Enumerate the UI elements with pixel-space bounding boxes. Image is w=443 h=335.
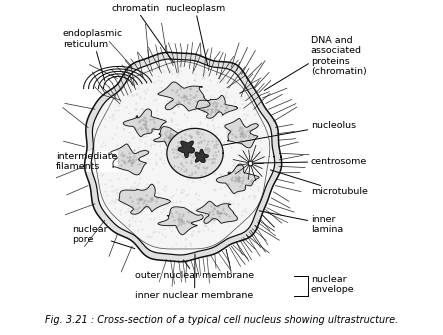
Text: intermediate
filaments: intermediate filaments	[56, 149, 117, 171]
Polygon shape	[158, 82, 210, 111]
Text: microtubule: microtubule	[270, 170, 368, 196]
Polygon shape	[91, 59, 275, 255]
Text: DNA and
associated
proteins
(chromatin): DNA and associated proteins (chromatin)	[311, 36, 367, 76]
Polygon shape	[167, 128, 223, 178]
Text: nuclear
pore: nuclear pore	[73, 225, 135, 249]
Text: Fig. 3.21 : Cross-section of a typical cell nucleus showing ultrastructure.: Fig. 3.21 : Cross-section of a typical c…	[45, 315, 398, 325]
Text: chromatin: chromatin	[111, 4, 174, 63]
Text: inner nuclear membrane: inner nuclear membrane	[136, 254, 254, 300]
Text: centrosome: centrosome	[253, 157, 367, 166]
Polygon shape	[158, 207, 203, 235]
Polygon shape	[111, 144, 149, 175]
Polygon shape	[178, 141, 194, 157]
Text: inner
lamina: inner lamina	[259, 211, 343, 234]
Text: nuclear
envelope: nuclear envelope	[311, 275, 354, 294]
Text: nucleolus: nucleolus	[218, 121, 356, 146]
Polygon shape	[85, 52, 282, 262]
Polygon shape	[197, 201, 237, 223]
Polygon shape	[154, 127, 182, 148]
Polygon shape	[119, 184, 171, 214]
Text: outer nuclear membrane: outer nuclear membrane	[136, 260, 255, 280]
Polygon shape	[196, 95, 237, 118]
Polygon shape	[225, 119, 258, 148]
Polygon shape	[195, 149, 208, 162]
Text: nucleoplasm: nucleoplasm	[165, 4, 225, 65]
Polygon shape	[123, 109, 166, 137]
Text: endoplasmic
reticulum: endoplasmic reticulum	[62, 29, 123, 81]
Polygon shape	[216, 164, 259, 194]
